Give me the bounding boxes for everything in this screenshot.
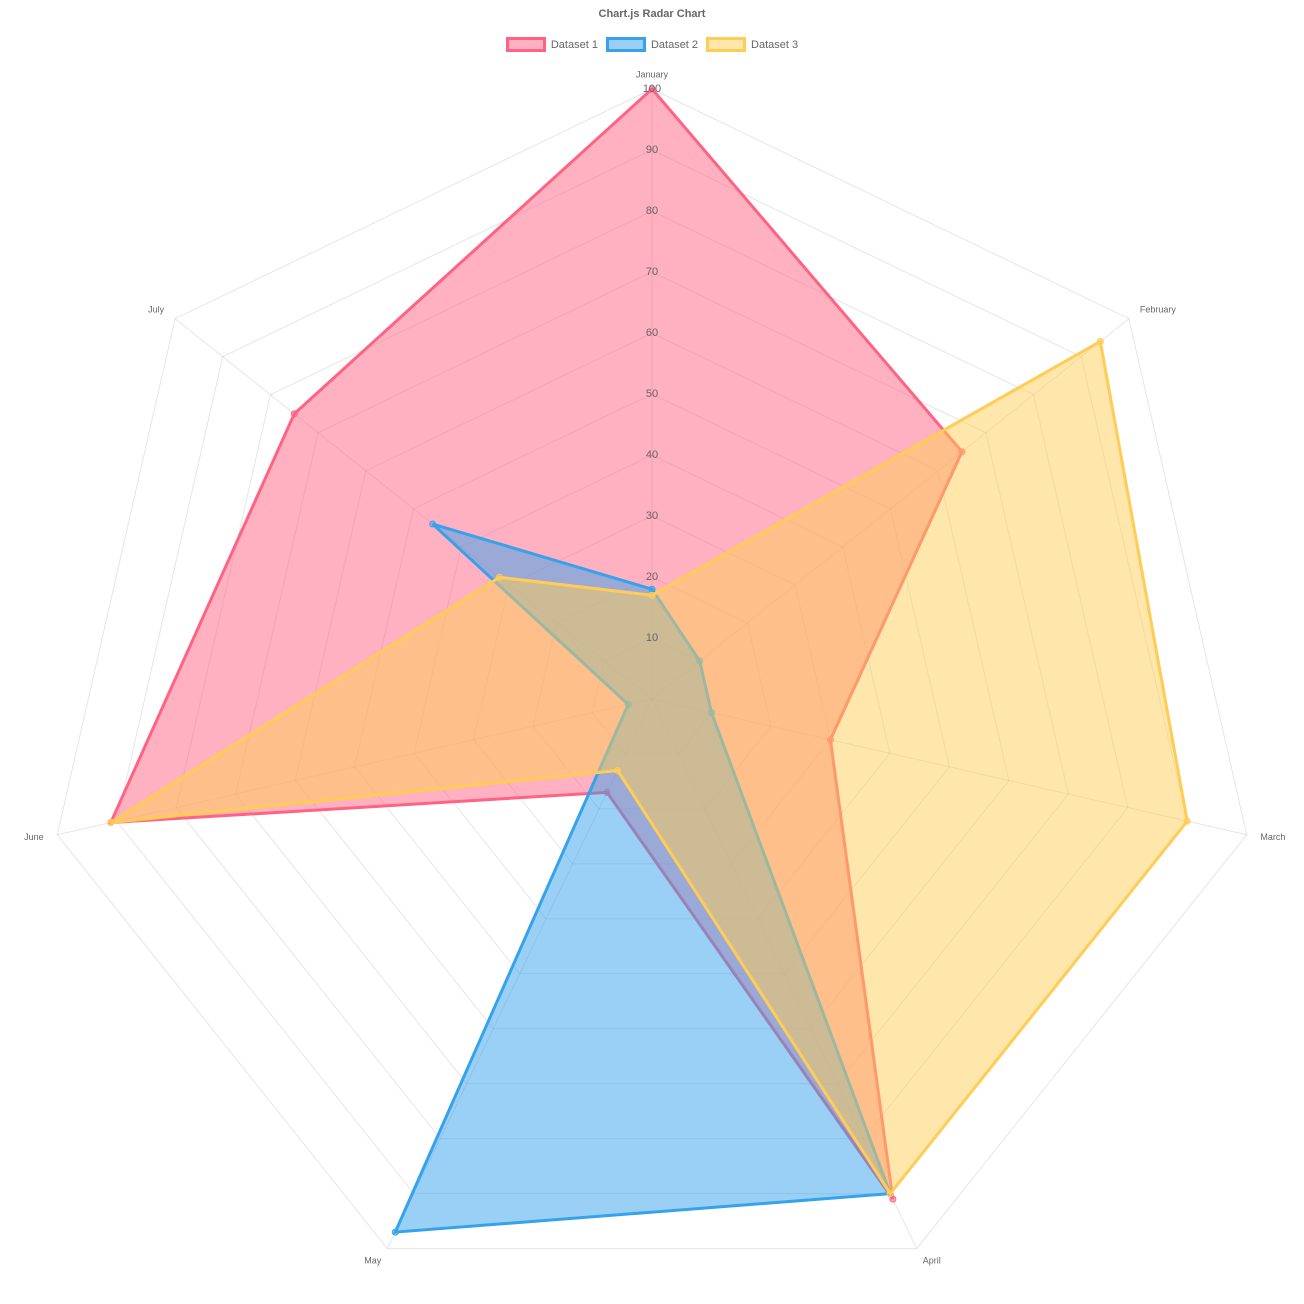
tick-label-20: 20 xyxy=(646,571,658,583)
point-label-january: January xyxy=(636,69,669,79)
legend-label-dataset-2: Dataset 2 xyxy=(650,38,699,51)
point-dataset-3-march[interactable] xyxy=(1183,817,1191,825)
radar-tick-labels: 10 20 30 40 50 60 70 80 90 100 xyxy=(643,83,661,644)
point-dataset-3-april[interactable] xyxy=(886,1190,894,1198)
tick-label-50: 50 xyxy=(646,388,658,400)
series-dataset-3 xyxy=(107,337,1191,1198)
point-label-july: July xyxy=(148,304,165,314)
radar-datasets xyxy=(107,85,1191,1236)
grid-ring-100 xyxy=(56,88,1248,1250)
tick-label-100: 100 xyxy=(643,83,661,95)
chart-title: Chart.js Radar Chart xyxy=(598,8,706,20)
tick-label-40: 40 xyxy=(646,449,658,461)
point-dataset-1-april[interactable] xyxy=(889,1195,897,1203)
tick-label-70: 70 xyxy=(646,266,658,278)
point-dataset-3-january[interactable] xyxy=(648,591,656,599)
legend-item-dataset-2[interactable]: Dataset 2 xyxy=(605,37,699,52)
tick-label-90: 90 xyxy=(646,144,658,156)
legend-item-dataset-1[interactable]: Dataset 1 xyxy=(505,37,598,52)
legend-swatch-dataset-2 xyxy=(605,37,646,52)
legend-label-dataset-3: Dataset 3 xyxy=(751,38,799,51)
legend-item-dataset-3[interactable]: Dataset 3 xyxy=(706,37,798,52)
tick-label-60: 60 xyxy=(646,327,658,339)
legend-swatch-dataset-3 xyxy=(706,37,747,52)
legend: Dataset 1 Dataset 2 Dataset 3 xyxy=(0,37,1304,52)
point-dataset-2-july[interactable] xyxy=(429,520,437,528)
point-dataset-1-january[interactable] xyxy=(648,85,656,93)
point-dataset-2-may[interactable] xyxy=(391,1228,399,1236)
point-label-april: April xyxy=(923,1256,941,1266)
point-label-february: February xyxy=(1140,304,1177,314)
tick-label-80: 80 xyxy=(646,205,658,217)
tick-label-10: 10 xyxy=(646,632,658,644)
point-dataset-3-may[interactable] xyxy=(614,766,622,774)
point-label-march: March xyxy=(1260,832,1285,842)
legend-label-dataset-1: Dataset 1 xyxy=(550,38,598,51)
point-label-june: June xyxy=(24,832,44,842)
legend-swatch-dataset-1 xyxy=(505,37,546,52)
radar-point-labels: January February March April May June July xyxy=(24,69,1285,1265)
point-dataset-3-february[interactable] xyxy=(1096,337,1104,345)
point-label-may: May xyxy=(364,1256,382,1266)
point-dataset-3-june[interactable] xyxy=(107,819,115,827)
tick-label-30: 30 xyxy=(646,510,658,522)
point-dataset-1-july[interactable] xyxy=(290,410,298,418)
series-area-dataset-3 xyxy=(110,339,1189,1197)
point-dataset-2-january[interactable] xyxy=(648,585,656,593)
point-dataset-3-july[interactable] xyxy=(495,573,503,581)
